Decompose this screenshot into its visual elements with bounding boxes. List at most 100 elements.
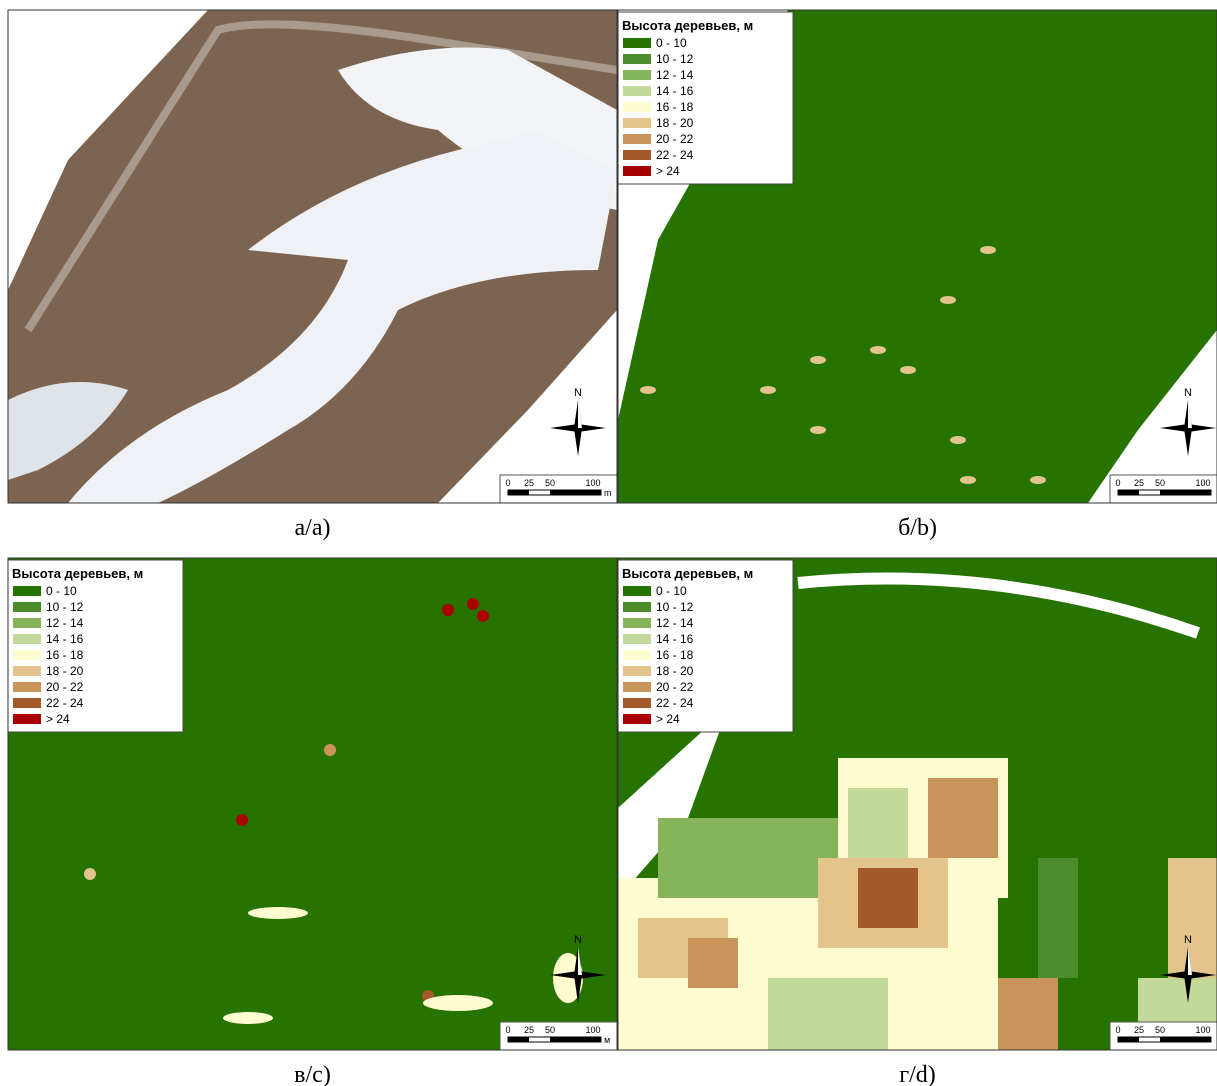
scale-label: 50 xyxy=(545,478,555,488)
legend-label: 12 - 14 xyxy=(656,616,694,630)
height-cell xyxy=(998,978,1058,1050)
tree-cluster xyxy=(1030,476,1046,484)
legend-swatch xyxy=(623,54,651,64)
tree-cluster xyxy=(760,386,776,394)
legend-label: 12 - 14 xyxy=(656,68,694,82)
legend-label: 10 - 12 xyxy=(656,600,694,614)
legend-swatch xyxy=(623,70,651,80)
legend-label: 0 - 10 xyxy=(656,36,687,50)
tree-cluster xyxy=(870,346,886,354)
legend-title: Высота деревьев, м xyxy=(622,18,753,33)
north-label: N xyxy=(574,387,582,399)
legend-swatch xyxy=(623,634,651,644)
scale-seg xyxy=(1118,490,1139,495)
legend-swatch xyxy=(623,586,651,596)
height-cell xyxy=(1038,858,1078,978)
legend-label: > 24 xyxy=(656,712,680,726)
legend-swatch xyxy=(623,102,651,112)
scale-seg xyxy=(508,1037,529,1042)
tree-cluster xyxy=(423,995,493,1011)
caption: в/c) xyxy=(294,1062,331,1086)
map-panel: N 0 25 50 100 m xyxy=(8,10,617,503)
tree-cluster xyxy=(960,476,976,484)
scale-label: 25 xyxy=(524,1025,534,1035)
legend-swatch xyxy=(13,666,41,676)
scale-label: 50 xyxy=(1155,478,1165,488)
height-cell xyxy=(658,818,838,898)
legend-swatch xyxy=(623,618,651,628)
caption: б/b) xyxy=(898,515,937,541)
legend-swatch xyxy=(623,714,651,724)
tree-cluster xyxy=(640,386,656,394)
tree-cluster xyxy=(477,610,489,622)
legend-swatch xyxy=(13,698,41,708)
scale-label: 100 xyxy=(1195,1025,1210,1035)
legend-label: 16 - 18 xyxy=(656,100,694,114)
scale-label: 25 xyxy=(1134,478,1144,488)
legend-swatch xyxy=(623,150,651,160)
scale-unit: м xyxy=(604,1035,610,1045)
map-content: N 0 25 50 100 m xyxy=(8,10,617,503)
legend-label: 16 - 18 xyxy=(46,648,84,662)
scale-label: 100 xyxy=(585,1025,600,1035)
legend-label: 14 - 16 xyxy=(46,632,84,646)
scale-bar: 0 25 50 100 m xyxy=(500,475,617,503)
tree-cluster xyxy=(950,436,966,444)
height-cell xyxy=(688,938,738,988)
height-cell xyxy=(858,868,918,928)
legend-title: Высота деревьев, м xyxy=(622,566,753,581)
legend-label: 10 - 12 xyxy=(46,600,84,614)
caption: г/d) xyxy=(899,1062,936,1086)
legend-label: 22 - 24 xyxy=(656,148,694,162)
legend-swatch xyxy=(13,634,41,644)
scale-unit: m xyxy=(604,488,612,498)
map-panel: Высота деревьев, м0 - 1010 - 1212 - 1414… xyxy=(618,10,1217,503)
legend: Высота деревьев, м0 - 1010 - 1212 - 1414… xyxy=(618,560,793,732)
legend-label: 18 - 20 xyxy=(46,664,84,678)
tree-cluster xyxy=(980,246,996,254)
legend-swatch xyxy=(13,650,41,660)
legend-swatch xyxy=(623,602,651,612)
scale-seg xyxy=(550,490,601,495)
legend-swatch xyxy=(623,698,651,708)
legend-label: 22 - 24 xyxy=(656,696,694,710)
map-panel: Высота деревьев, м0 - 1010 - 1212 - 1414… xyxy=(618,558,1217,1050)
legend-label: 18 - 20 xyxy=(656,664,694,678)
scale-label: 0 xyxy=(505,478,510,488)
legend-swatch xyxy=(623,38,651,48)
legend-label: 20 - 22 xyxy=(46,680,84,694)
tree-cluster xyxy=(442,604,454,616)
legend-swatch xyxy=(13,586,41,596)
legend-label: 0 - 10 xyxy=(656,584,687,598)
north-label: N xyxy=(1184,934,1192,946)
north-label: N xyxy=(1184,387,1192,399)
legend-label: 20 - 22 xyxy=(656,680,694,694)
north-label: N xyxy=(574,934,582,946)
legend-label: > 24 xyxy=(656,164,680,178)
tree-cluster xyxy=(324,744,336,756)
tree-cluster xyxy=(467,598,479,610)
tree-cluster xyxy=(236,814,248,826)
figure: N02550100mа/a)Высота деревьев, м0 - 1010… xyxy=(0,0,1217,1086)
scale-label: 0 xyxy=(505,1025,510,1035)
scale-label: 0 xyxy=(1115,478,1120,488)
legend-label: 10 - 12 xyxy=(656,52,694,66)
scale-label: 25 xyxy=(524,478,534,488)
legend-label: 20 - 22 xyxy=(656,132,694,146)
legend-label: 22 - 24 xyxy=(46,696,84,710)
height-cell xyxy=(928,778,998,858)
legend-label: 18 - 20 xyxy=(656,116,694,130)
tree-cluster xyxy=(248,907,308,919)
scale-label: 100 xyxy=(585,478,600,488)
scale-seg xyxy=(1160,490,1211,495)
legend-swatch xyxy=(13,618,41,628)
legend-swatch xyxy=(13,602,41,612)
legend-swatch xyxy=(13,714,41,724)
scale-seg xyxy=(508,490,529,495)
